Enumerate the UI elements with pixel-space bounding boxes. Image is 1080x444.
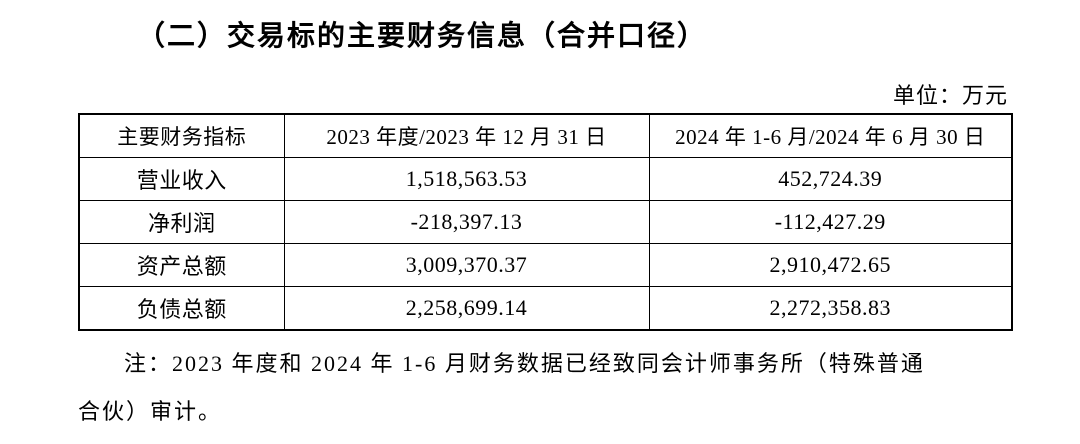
cell-value-2024: -112,427.29 <box>648 200 1013 244</box>
table-row-net-profit: 净利润 -218,397.13 -112,427.29 <box>78 200 1013 244</box>
unit-label: 单位：万元 <box>892 83 1008 108</box>
audit-note-line-2: 合伙）审计。 <box>78 399 223 424</box>
table-header-row: 主要财务指标 2023 年度/2023 年 12 月 31 日 2024 年 1… <box>78 113 1013 158</box>
audit-note-line-1: 注：2023 年度和 2024 年 1-6 月财务数据已经致同会计师事务所（特殊… <box>124 351 925 376</box>
cell-value-2023: 3,009,370.37 <box>283 243 650 287</box>
cell-indicator: 资产总额 <box>78 243 285 287</box>
cell-indicator: 净利润 <box>78 200 285 244</box>
cell-value-2023: 1,518,563.53 <box>283 157 650 201</box>
audit-note: 注：2023 年度和 2024 年 1-6 月财务数据已经致同会计师事务所（特殊… <box>78 340 1018 436</box>
cell-indicator: 营业收入 <box>78 157 285 201</box>
table-row-total-liabilities: 负债总额 2,258,699.14 2,272,358.83 <box>78 286 1013 331</box>
header-period-2023: 2023 年度/2023 年 12 月 31 日 <box>283 113 650 158</box>
table-row-operating-revenue: 营业收入 1,518,563.53 452,724.39 <box>78 157 1013 201</box>
cell-value-2023: 2,258,699.14 <box>283 286 650 331</box>
cell-value-2024: 2,272,358.83 <box>648 286 1013 331</box>
cell-value-2024: 2,910,472.65 <box>648 243 1013 287</box>
section-title: （二）交易标的主要财务信息（合并口径） <box>137 21 708 52</box>
header-indicator: 主要财务指标 <box>78 113 285 158</box>
table-row-total-assets: 资产总额 3,009,370.37 2,910,472.65 <box>78 243 1013 287</box>
cell-value-2024: 452,724.39 <box>648 157 1013 201</box>
header-period-2024: 2024 年 1-6 月/2024 年 6 月 30 日 <box>648 113 1013 158</box>
financial-table: 主要财务指标 2023 年度/2023 年 12 月 31 日 2024 年 1… <box>78 113 1013 331</box>
cell-value-2023: -218,397.13 <box>283 200 650 244</box>
cell-indicator: 负债总额 <box>78 286 285 331</box>
